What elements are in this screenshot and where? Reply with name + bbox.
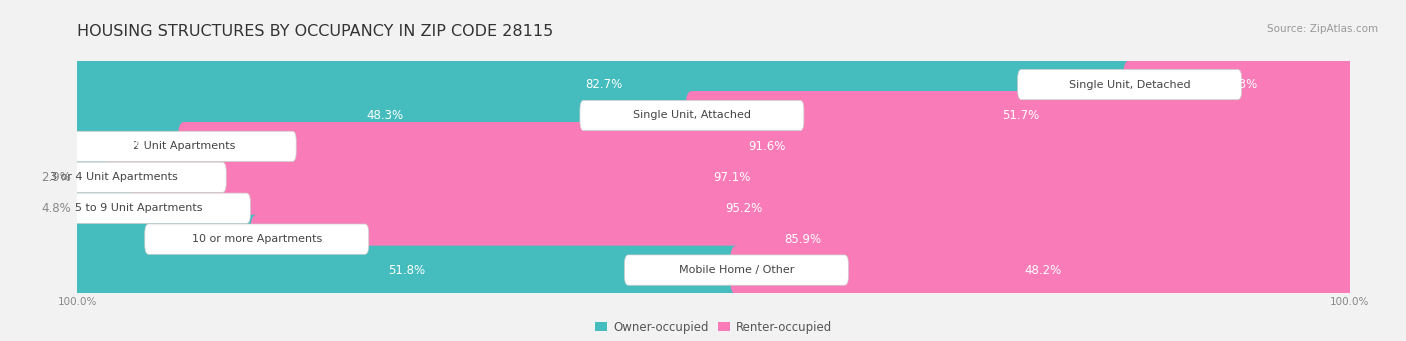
FancyBboxPatch shape: [77, 72, 1350, 98]
Text: 85.9%: 85.9%: [785, 233, 823, 246]
FancyBboxPatch shape: [1123, 60, 1357, 109]
Text: 10 or more Apartments: 10 or more Apartments: [191, 234, 322, 244]
FancyBboxPatch shape: [72, 131, 297, 162]
FancyBboxPatch shape: [70, 91, 699, 140]
Text: Single Unit, Attached: Single Unit, Attached: [633, 110, 751, 120]
FancyBboxPatch shape: [250, 215, 1357, 264]
FancyBboxPatch shape: [108, 153, 1357, 202]
FancyBboxPatch shape: [686, 91, 1357, 140]
Text: 91.6%: 91.6%: [748, 140, 786, 153]
FancyBboxPatch shape: [77, 103, 1350, 128]
Text: Single Unit, Detached: Single Unit, Detached: [1069, 79, 1191, 90]
FancyBboxPatch shape: [3, 162, 226, 192]
Text: 2 Unit Apartments: 2 Unit Apartments: [134, 142, 235, 151]
FancyBboxPatch shape: [70, 122, 191, 171]
Legend: Owner-occupied, Renter-occupied: Owner-occupied, Renter-occupied: [591, 316, 837, 338]
FancyBboxPatch shape: [132, 184, 1357, 233]
FancyBboxPatch shape: [27, 193, 250, 223]
Text: 82.7%: 82.7%: [585, 78, 621, 91]
FancyBboxPatch shape: [70, 215, 263, 264]
Text: 17.3%: 17.3%: [1220, 78, 1258, 91]
Text: 48.2%: 48.2%: [1025, 264, 1062, 277]
Text: 14.1%: 14.1%: [149, 233, 186, 246]
Text: Source: ZipAtlas.com: Source: ZipAtlas.com: [1267, 24, 1378, 34]
FancyBboxPatch shape: [70, 184, 145, 233]
Text: 2.9%: 2.9%: [41, 171, 70, 184]
Text: HOUSING STRUCTURES BY OCCUPANCY IN ZIP CODE 28115: HOUSING STRUCTURES BY OCCUPANCY IN ZIP C…: [77, 24, 554, 39]
Text: 4.8%: 4.8%: [41, 202, 70, 215]
FancyBboxPatch shape: [77, 195, 1350, 221]
Text: 8.4%: 8.4%: [115, 140, 146, 153]
Text: 3 or 4 Unit Apartments: 3 or 4 Unit Apartments: [51, 172, 179, 182]
FancyBboxPatch shape: [1018, 70, 1241, 100]
FancyBboxPatch shape: [77, 134, 1350, 159]
FancyBboxPatch shape: [730, 246, 1357, 295]
Text: 5 to 9 Unit Apartments: 5 to 9 Unit Apartments: [75, 203, 202, 213]
FancyBboxPatch shape: [77, 164, 1350, 190]
FancyBboxPatch shape: [624, 255, 848, 285]
Text: 51.7%: 51.7%: [1002, 109, 1039, 122]
Text: 97.1%: 97.1%: [713, 171, 751, 184]
FancyBboxPatch shape: [177, 122, 1357, 171]
FancyBboxPatch shape: [77, 226, 1350, 252]
Text: Mobile Home / Other: Mobile Home / Other: [679, 265, 794, 275]
FancyBboxPatch shape: [70, 153, 121, 202]
FancyBboxPatch shape: [145, 224, 368, 254]
FancyBboxPatch shape: [70, 246, 742, 295]
FancyBboxPatch shape: [70, 60, 1136, 109]
Text: 48.3%: 48.3%: [366, 109, 404, 122]
FancyBboxPatch shape: [77, 257, 1350, 283]
FancyBboxPatch shape: [579, 100, 804, 131]
Text: 95.2%: 95.2%: [725, 202, 762, 215]
Text: 51.8%: 51.8%: [388, 264, 426, 277]
